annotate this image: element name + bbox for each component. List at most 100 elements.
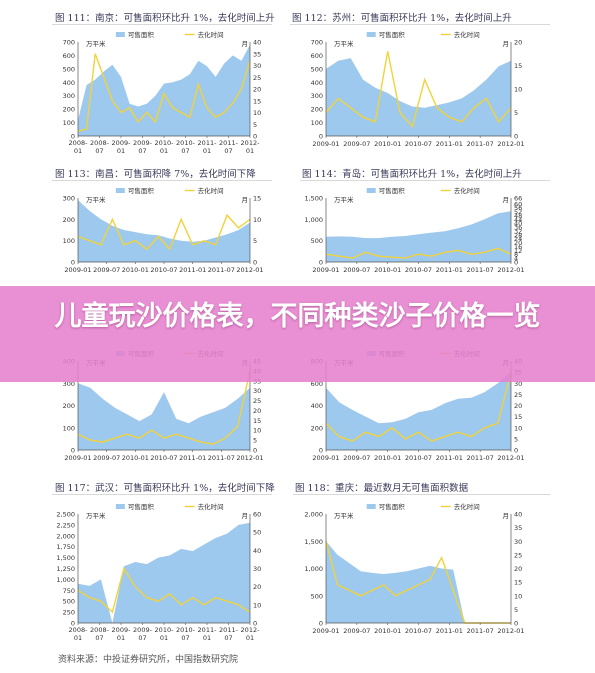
chart-4-y2tick-label: 52: [514, 208, 522, 216]
chart-8-xtick-label: 2011-07: [467, 627, 494, 635]
chart-1-xtick-label: 2012-: [241, 139, 261, 147]
chart-4-y2tick-label: 56: [514, 204, 522, 212]
chart-3-xtick-label: 2011-07: [208, 266, 235, 274]
chart-8-y-unit: 万平米: [334, 511, 354, 520]
chart-3-y2tick-label: 0: [253, 259, 257, 267]
chart-2-ytick-label: 600: [311, 52, 323, 60]
chart-7-y2tick-label: 40: [253, 547, 261, 555]
chart-1-xtick-label: 2009-: [112, 139, 132, 147]
chart-2-ytick-label: 200: [311, 106, 323, 114]
chart-6-y2tick-label: 30: [514, 380, 522, 388]
chart-3-legend-line-label: 去化时间: [198, 186, 224, 195]
chart-7-line-series: [77, 566, 251, 614]
chart-2-y2tick-label: 20: [514, 39, 522, 47]
chart-7-xtick-label: 01: [203, 634, 211, 642]
chart-7-xtick-label: 07: [224, 634, 232, 642]
chart-2-y2tick-label: 10: [514, 86, 522, 94]
chart-7-ytick-label: 250: [63, 609, 75, 617]
chart-4-legend-line-label: 去化时间: [454, 186, 480, 195]
chart-1-y2tick-label: 25: [253, 74, 261, 82]
chart-5-y2tick-label: 5: [253, 437, 257, 445]
chart-7-y2tick-label: 20: [253, 583, 261, 591]
chart-8-y2tick-label: 25: [514, 551, 522, 559]
chart-4-xtick-label: 2009-01: [312, 266, 339, 274]
chart-3-y-unit: 万平米: [86, 195, 106, 204]
chart-6-y2tick-label: 25: [514, 391, 522, 399]
chart-3-ytick-label: 0: [71, 259, 75, 267]
chart-3-y2tick-label: 10: [253, 216, 261, 224]
chart-1-y2tick-label: 35: [253, 50, 261, 58]
chart-5-xtick-label: 2011-01: [179, 454, 206, 462]
panel-title-7: 图 117：武汉：可售面积环比升 1%，去化时间下降: [55, 483, 275, 494]
chart-5-ytick-label: 0: [71, 447, 75, 455]
chart-8-y2tick-label: 0: [514, 620, 518, 628]
chart-3-xtick-label: 2010-07: [150, 266, 177, 274]
chart-1-ytick-label: 700: [63, 39, 75, 47]
chart-8-legend-area-label: 可售面积: [379, 502, 406, 511]
chart-1-xtick-label: 2011-: [219, 139, 239, 147]
chart-6-y2tick-label: 5: [514, 435, 518, 443]
chart-8-y2tick-label: 20: [514, 565, 522, 573]
chart-2-ytick-label: 100: [311, 119, 323, 127]
chart-4-legend-area-label: 可售面积: [379, 186, 406, 195]
chart-6-xtick-label: 2011-07: [467, 454, 494, 462]
chart-3-y2tick-label: 15: [253, 195, 261, 203]
chart-4-y2tick-label: 32: [514, 227, 522, 235]
chart-1-y2tick-label: 15: [253, 97, 261, 105]
chart-1-xtick-label: 2009-: [133, 139, 153, 147]
chart-2-line-series: [325, 51, 512, 129]
panel-title-3: 图 113：南昌：可售面积降 7%，去化时间下降: [55, 169, 256, 180]
chart-6-xtick-label: 2009-07: [343, 454, 370, 462]
chart-6-xtick-label: 2012-01: [497, 454, 524, 462]
chart-7-y2tick-label: 0: [253, 620, 257, 628]
chart-8-ytick-label: 0: [319, 620, 323, 628]
chart-3-legend-area-swatch: [115, 188, 125, 193]
chart-1-legend-area-label: 可售面积: [128, 30, 155, 39]
chart-7-xtick-label: 07: [95, 634, 103, 642]
chart-4-ytick-label: 1,000: [304, 216, 323, 224]
chart-5-y2tick-label: 25: [253, 397, 261, 405]
chart-7-ytick-label: 2,250: [56, 521, 75, 529]
chart-8-area-series: [326, 541, 511, 623]
chart-6-ytick-label: 600: [311, 380, 323, 388]
chart-7-ytick-label: 1,500: [56, 554, 75, 562]
chart-1-ytick-label: 400: [63, 79, 75, 87]
chart-8-xtick-label: 2010-01: [374, 627, 401, 635]
chart-4-xtick-label: 2012-01: [497, 266, 524, 274]
chart-3-ytick-label: 300: [63, 195, 75, 203]
chart-1-ytick-label: 100: [63, 119, 75, 127]
chart-7-ytick-label: 1,250: [56, 565, 75, 573]
chart-8-y2tick-label: 15: [514, 579, 522, 587]
chart-8-xtick-label: 2011-01: [436, 627, 463, 635]
chart-7-y2-unit: 月: [242, 512, 249, 520]
chart-1-y2-unit: 月: [242, 40, 249, 48]
chart-4-y2-unit: 月: [503, 196, 510, 204]
chart-5-xtick-label: 2009-01: [64, 454, 91, 462]
chart-5-ytick-label: 300: [63, 380, 75, 388]
chart-1-y2tick-label: 10: [253, 109, 261, 117]
chart-1-xtick-label: 01: [117, 147, 125, 155]
chart-4-y2tick-label: 40: [514, 220, 522, 228]
source-note: 资料来源：中投证券研究所，中国指数研究院: [58, 655, 239, 665]
chart-6-y2tick-label: 0: [514, 447, 518, 455]
chart-1-xtick-label: 2008-: [90, 139, 110, 147]
chart-7-y2tick-label: 50: [253, 529, 261, 537]
chart-3-legend-area-label: 可售面积: [128, 186, 155, 195]
chart-4-area-series: [326, 211, 511, 262]
chart-8-ytick-label: 500: [311, 592, 323, 600]
chart-5-line-series: [77, 370, 251, 445]
panel-title-8: 图 118：重庆：最近数月无可售面积数据: [295, 483, 469, 494]
chart-7-ytick-label: 2,500: [56, 511, 75, 519]
chart-5-y2tick-label: 0: [253, 447, 257, 455]
chart-2-ytick-label: 700: [311, 39, 323, 47]
banner-title: 儿童玩沙价格表，不同种类沙子价格一览: [54, 301, 541, 332]
chart-1-y2tick-label: 5: [253, 121, 257, 129]
chart-3-y2-unit: 月: [242, 196, 249, 204]
chart-4-y2tick-label: 4: [514, 255, 518, 263]
chart-7-ytick-label: 1,750: [56, 543, 75, 551]
chart-1-y2tick-label: 0: [253, 133, 257, 141]
chart-6-y2tick-label: 10: [514, 424, 522, 432]
chart-2-xtick-label: 2009-07: [343, 140, 370, 148]
chart-2-y2tick-label: 0: [514, 133, 518, 141]
chart-8-y2-unit: 月: [503, 512, 510, 520]
